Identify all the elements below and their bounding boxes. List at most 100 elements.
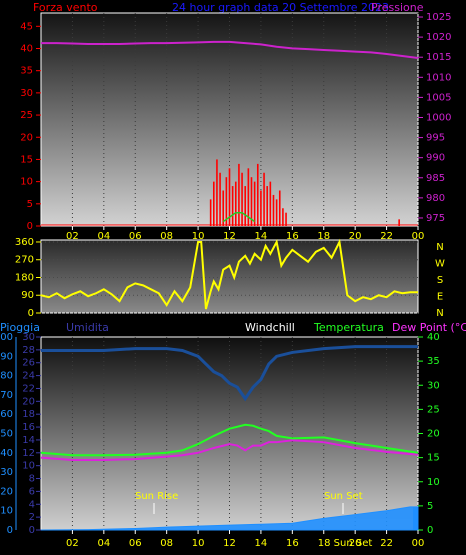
wind-axis-tick-label: 25 (20, 110, 33, 121)
top-x-tick-label: 08 (160, 231, 173, 242)
pressure-axis-tick-label: 1015 (426, 52, 451, 63)
rain-axis-tick-label: 70 (0, 390, 13, 401)
top-x-tick-label: 16 (286, 231, 299, 242)
top-x-tick-label: 12 (223, 231, 236, 242)
pressure-series (41, 40, 419, 60)
rain-axis-ticks: 0 10 20 30 40 50 60 70 80 90 100 (0, 332, 17, 536)
wind-speed-title: Forza vento (33, 1, 98, 14)
temperature-axis-tick-label: 30 (427, 380, 440, 391)
direction-axis-tick-label: 180 (15, 272, 34, 283)
wind-axis-tick-label: 40 (20, 44, 33, 55)
direction-axis-tick-label: 270 (15, 255, 34, 266)
bottom-x-tick-label: 14 (255, 538, 268, 549)
bottom-x-tick-label: 10 (192, 538, 205, 549)
wind-axis-tick-label: 30 (20, 88, 33, 99)
humidity-title: Umidita (66, 321, 109, 334)
bottom-grid (71, 337, 419, 530)
bottom-x-tick-label: 08 (160, 538, 173, 549)
temperature-axis-tick-label: 35 (427, 356, 440, 367)
humidity-axis-tick-label: 16 (22, 422, 35, 433)
humidity-axis-tick-label: 30 (22, 332, 35, 343)
wind-axis-tick-label: 0 (27, 221, 33, 232)
pressure-axis-tick-label: 990 (426, 153, 445, 164)
humidity-axis-tick-label: 14 (22, 435, 35, 446)
rain-axis-tick-label: 30 (0, 467, 13, 478)
rain-axis-tick-label: 0 (7, 525, 13, 536)
humidity-axis-tick-label: 6 (29, 486, 35, 497)
bottom-x-tick-label: 12 (223, 538, 236, 549)
humidity-axis-tick-label: 8 (29, 474, 35, 485)
rain-axis-tick-label: 90 (0, 351, 13, 362)
humidity-axis-tick-label: 20 (22, 396, 35, 407)
top-x-tick-label: 00 (412, 231, 425, 242)
humidity-axis-tick-label: 10 (22, 461, 35, 472)
wind-direction-line (40, 238, 418, 310)
top-x-tick-label: 04 (97, 231, 110, 242)
direction-axis-tick-label: 0 (28, 308, 34, 319)
direction-letter: N (436, 242, 443, 253)
wind-axis-tick-label: 15 (20, 154, 33, 165)
dewpoint-title: Dew Point (°C) (392, 321, 466, 334)
top-x-tick-label: 20 (349, 231, 362, 242)
pressure-line (41, 40, 419, 60)
humidity-axis-tick-label: 4 (29, 499, 35, 510)
humidity-line (41, 345, 418, 402)
pressure-axis-tick-label: 980 (426, 193, 445, 204)
pressure-axis-tick-label: 1020 (426, 32, 451, 43)
pressure-axis-tick-label: 1025 (426, 12, 451, 23)
rain-axis-tick-label: 60 (0, 409, 13, 420)
direction-letter: N (436, 308, 443, 319)
pressure-axis-tick-label: 1000 (426, 112, 451, 123)
rain-axis-tick-label: 20 (0, 486, 13, 497)
direction-plot-area (40, 239, 419, 314)
top-x-tick-label: 18 (317, 231, 330, 242)
bottom-x-tick-label: 16 (286, 538, 299, 549)
rain-axis-tick-label: 10 (0, 506, 13, 517)
rain-axis-tick-label: 80 (0, 371, 13, 382)
top-x-tick-label: 02 (66, 231, 79, 242)
wind-series (41, 159, 418, 226)
direction-axis-tick-label: 360 (15, 237, 34, 248)
bottom-x-tick-label: 04 (97, 538, 110, 549)
sun-markers: Sun Rise Sun Set (135, 491, 363, 514)
temperature-axis-tick-label: 25 (427, 404, 440, 415)
wind-axis-tick-label: 35 (20, 66, 33, 77)
pressure-axis-tick-label: 985 (426, 173, 445, 184)
wind-axis-tick-label: 20 (20, 132, 33, 143)
temperature-axis-tick-label: 5 (427, 501, 433, 512)
temperature-axis-tick-label: 40 (427, 332, 440, 343)
wind-direction-series (40, 238, 418, 310)
humidity-axis-tick-label: 12 (22, 448, 35, 459)
rain-bar (413, 506, 418, 530)
bottom-x-tick-label: 20 (349, 538, 362, 549)
bottom-x-tick-label: 06 (129, 538, 142, 549)
direction-letter: S (437, 275, 443, 286)
sunset-label: Sun Set (324, 491, 363, 502)
bottom-x-tick-label: 22 (380, 538, 393, 549)
bottom-x-tick-label: 02 (66, 538, 79, 549)
temperature-axis-tick-label: 0 (427, 525, 433, 536)
pressure-axis-tick-label: 1010 (426, 72, 451, 83)
wind-gust-line (222, 211, 256, 223)
top-x-axis-ticks: 02 04 06 08 10 12 14 16 18 20 22 00 (66, 226, 424, 242)
bottom-series (40, 345, 419, 531)
rain-axis-tick-label: 100 (0, 332, 13, 343)
humidity-axis-tick-label: 18 (22, 409, 35, 420)
wind-axis-tick-label: 10 (20, 177, 33, 188)
temperature-axis-tick-label: 10 (427, 477, 440, 488)
direction-axis-tick-label: 90 (21, 290, 34, 301)
humidity-axis-tick-label: 26 (22, 358, 35, 369)
direction-axis-ticks: 0 90 180 270 360 (15, 237, 41, 319)
temperature-axis-ticks: 0 5 10 15 20 25 30 35 40 (418, 332, 440, 536)
windchill-title: Windchill (245, 321, 295, 334)
top-x-tick-label: 22 (380, 231, 393, 242)
temperature-title: Temperatura (313, 321, 384, 334)
pressure-axis-tick-label: 975 (426, 213, 445, 224)
wind-axis-tick-label: 5 (27, 199, 33, 210)
rain-title: Pioggia (0, 321, 40, 334)
humidity-axis-tick-label: 0 (29, 525, 35, 536)
dewpoint-line (40, 439, 419, 462)
